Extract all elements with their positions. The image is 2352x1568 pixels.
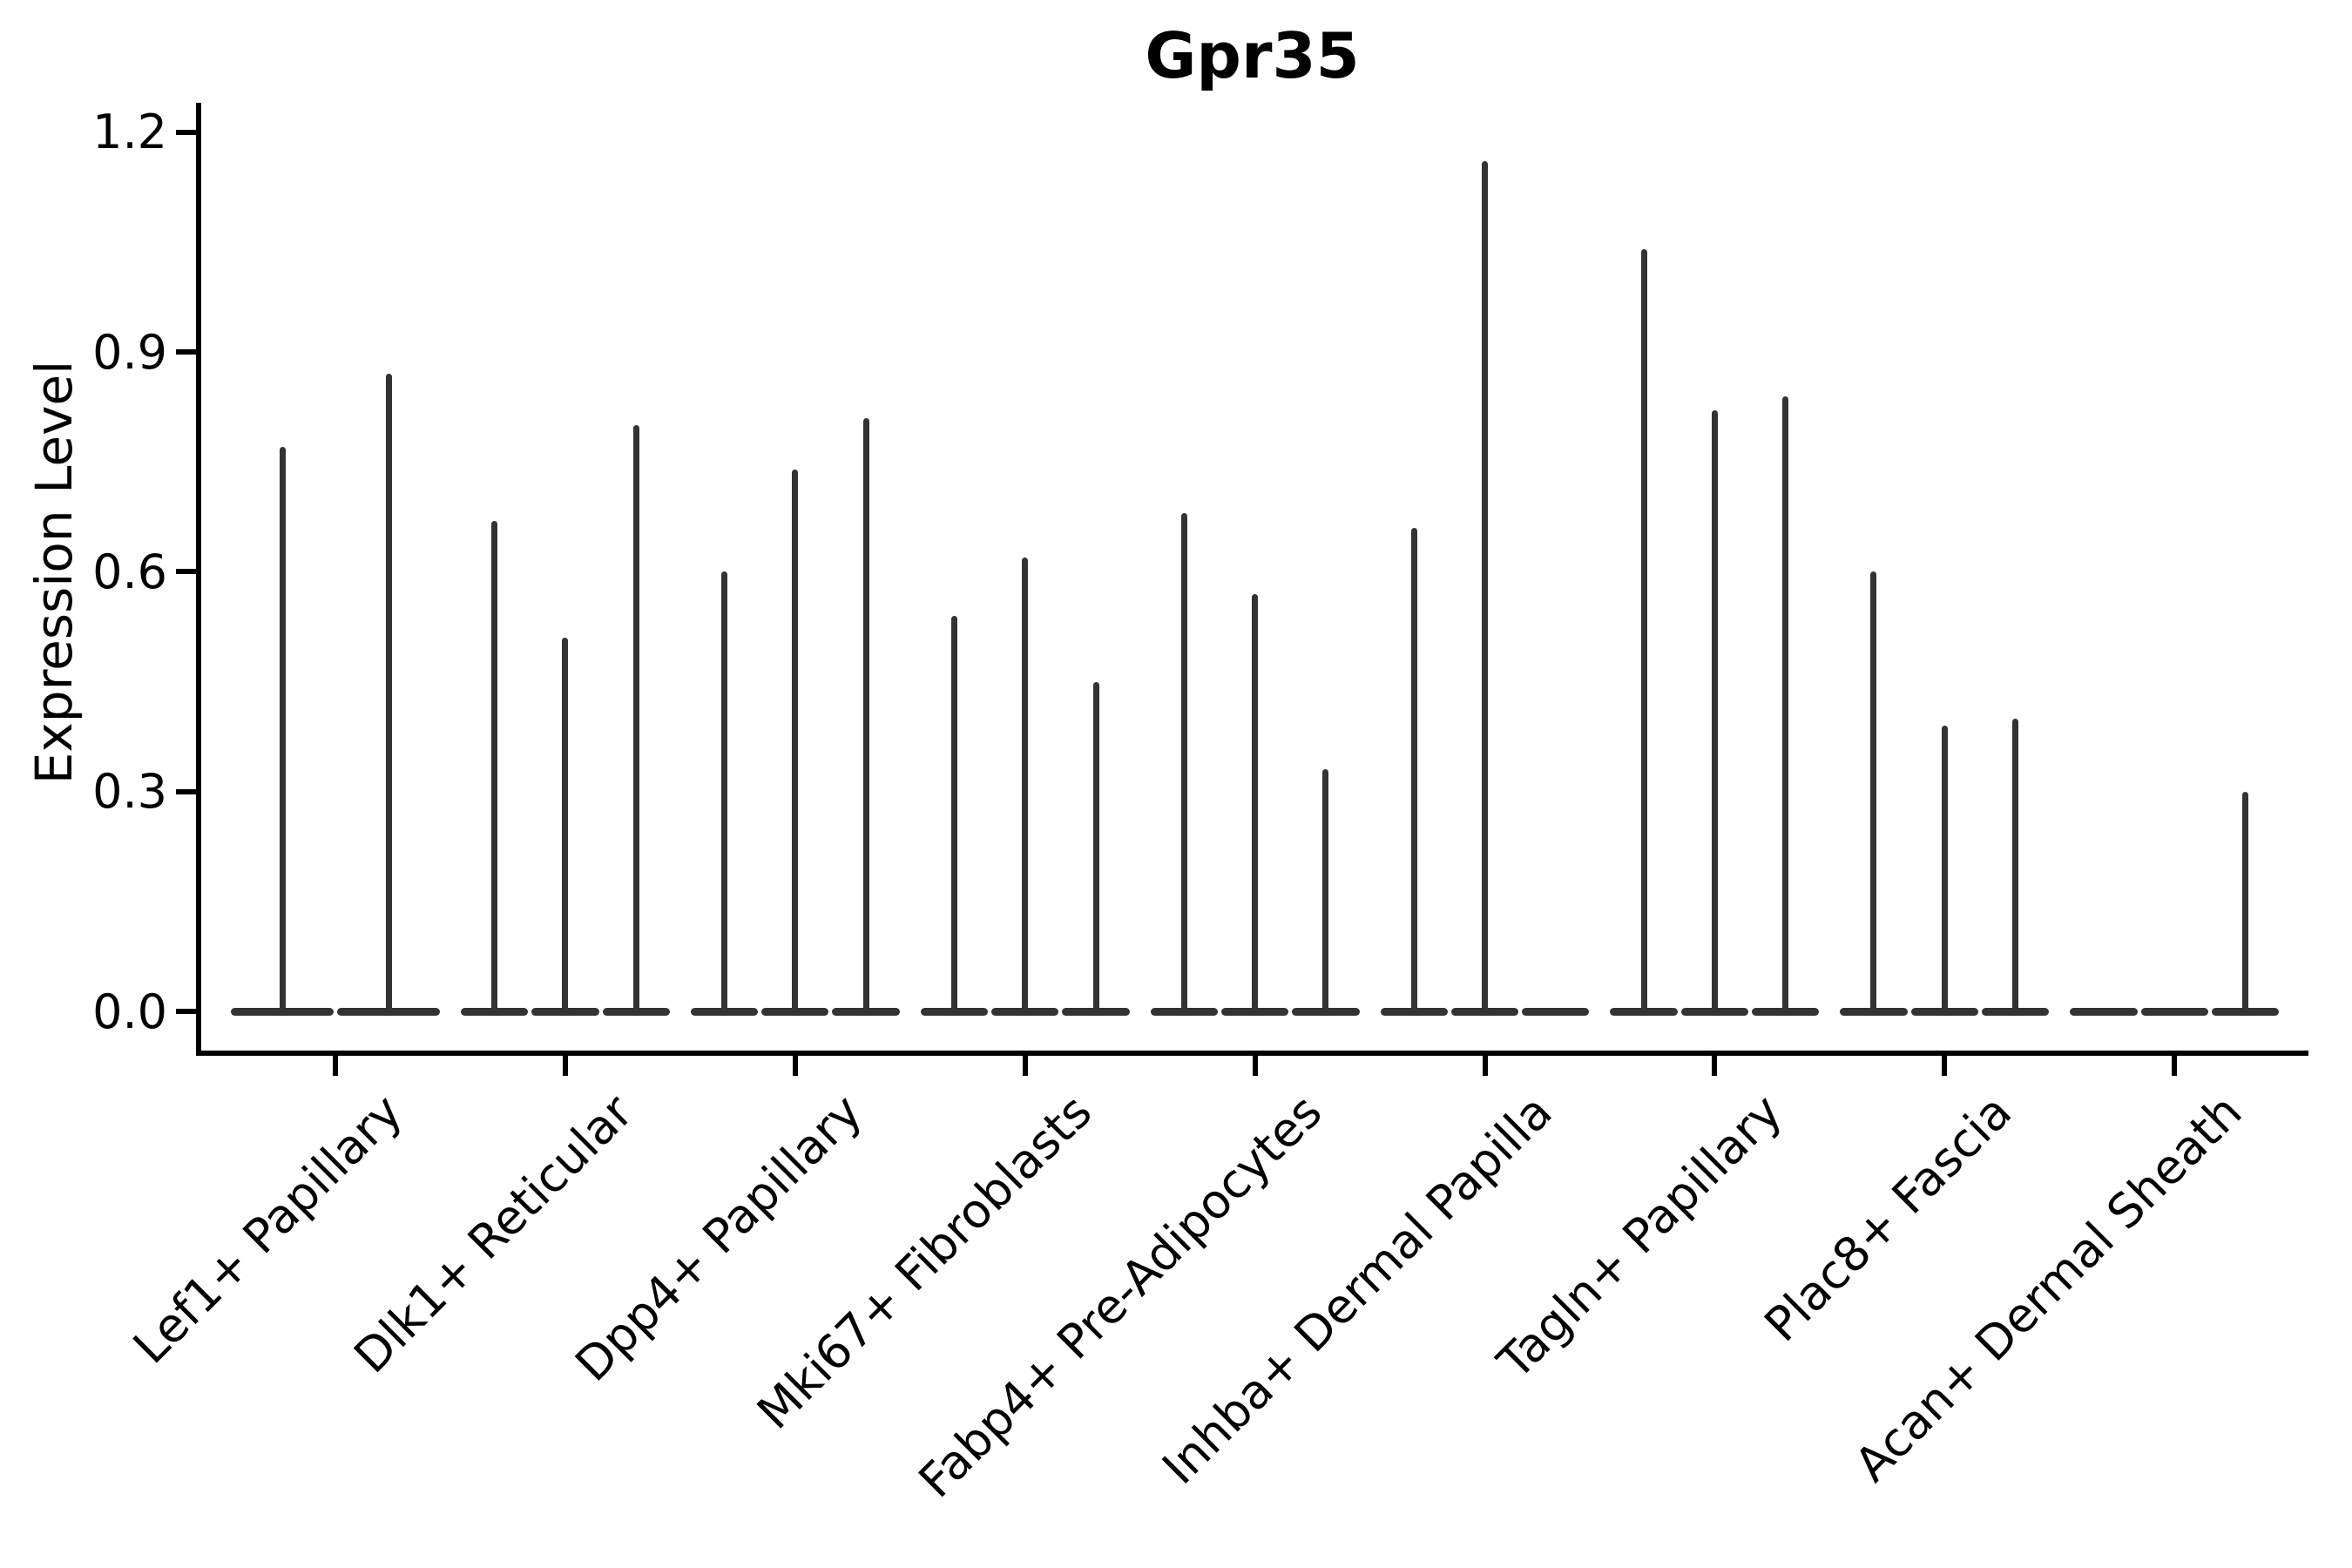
violin-base (1981, 1008, 2050, 1016)
violin-base (1380, 1008, 1448, 1016)
violin-base (2070, 1008, 2138, 1016)
x-axis-tick-label: Inhba+ Dermal Papilla (1152, 1084, 1563, 1495)
violin-base (460, 1008, 529, 1016)
violin-spike (792, 469, 799, 1011)
y-axis-tick-label: 0.9 (92, 324, 167, 380)
violin-spike (1252, 593, 1259, 1011)
y-axis-spine (196, 103, 201, 1056)
violin-base (761, 1008, 829, 1016)
violin-spike (1941, 726, 1948, 1011)
violin-base (1610, 1008, 1678, 1016)
violin-spike (1092, 681, 1099, 1011)
violin-spike (1640, 249, 1647, 1011)
violin-spike (2242, 791, 2249, 1011)
violin-base (920, 1008, 989, 1016)
violin-base (1450, 1008, 1519, 1016)
violin-spike (1322, 769, 1329, 1011)
violin-spike (950, 615, 957, 1011)
x-axis-tick (1252, 1056, 1258, 1076)
violin-base (1522, 1008, 1590, 1016)
violin-base (1910, 1008, 1978, 1016)
x-axis-tick-label: Fabp4+ Pre-Adipocytes (908, 1084, 1333, 1509)
violin-spike (491, 520, 498, 1011)
violin-base (991, 1008, 1059, 1016)
x-axis-tick (1482, 1056, 1488, 1076)
violin-spike (1410, 527, 1417, 1011)
y-axis-tick-label: 1.2 (92, 105, 167, 160)
violin-base (690, 1008, 759, 1016)
y-axis-tick-label: 0.6 (92, 544, 167, 599)
violin-base (2140, 1008, 2208, 1016)
violin-base (1062, 1008, 1130, 1016)
violin-base (231, 1008, 334, 1016)
violin-base (1680, 1008, 1749, 1016)
y-axis-tick (176, 129, 196, 135)
y-axis-tick-label: 0.3 (92, 764, 167, 820)
violin-spike (562, 638, 569, 1011)
violin-spike (1870, 571, 1877, 1011)
violin-spike (1180, 513, 1187, 1011)
x-axis-tick (2172, 1056, 2178, 1076)
violin-spike (2012, 718, 2019, 1011)
chart-title: Gpr35 (1145, 19, 1360, 92)
x-axis-tick (1022, 1056, 1028, 1076)
violin-spike (1782, 395, 1789, 1011)
x-axis-tick (792, 1056, 798, 1076)
violin-spike (632, 425, 639, 1011)
x-axis-spine (196, 1051, 2308, 1056)
violin-base (1840, 1008, 1908, 1016)
violin-base (337, 1008, 440, 1016)
x-axis-tick (333, 1056, 338, 1076)
violin-base (2211, 1008, 2280, 1016)
violin-spike (385, 374, 392, 1011)
violin-base (1150, 1008, 1218, 1016)
violin-spike (1711, 410, 1718, 1011)
x-axis-tick (1712, 1056, 1718, 1076)
violin-spike (1022, 557, 1029, 1011)
y-axis-tick (176, 349, 196, 355)
violin-base (531, 1008, 599, 1016)
x-axis-tick-label: Plac8+ Fascia (1754, 1084, 2023, 1353)
violin-spike (720, 571, 727, 1011)
y-axis-tick (176, 569, 196, 575)
y-axis-tick (176, 1009, 196, 1014)
x-axis-tick-label: Acan+ Dermal Sheath (1843, 1084, 2253, 1492)
violin-base (1220, 1008, 1289, 1016)
violin-base (832, 1008, 900, 1016)
violin-base (1292, 1008, 1360, 1016)
y-axis-tick-label: 0.0 (92, 983, 167, 1039)
x-axis-tick (562, 1056, 568, 1076)
violin-spike (279, 447, 286, 1011)
violin-spike (862, 417, 869, 1011)
violin-spike (1482, 161, 1488, 1011)
y-axis-tick (176, 788, 196, 794)
violin-base (1752, 1008, 1820, 1016)
violin-base (602, 1008, 670, 1016)
x-axis-tick (1942, 1056, 1948, 1076)
